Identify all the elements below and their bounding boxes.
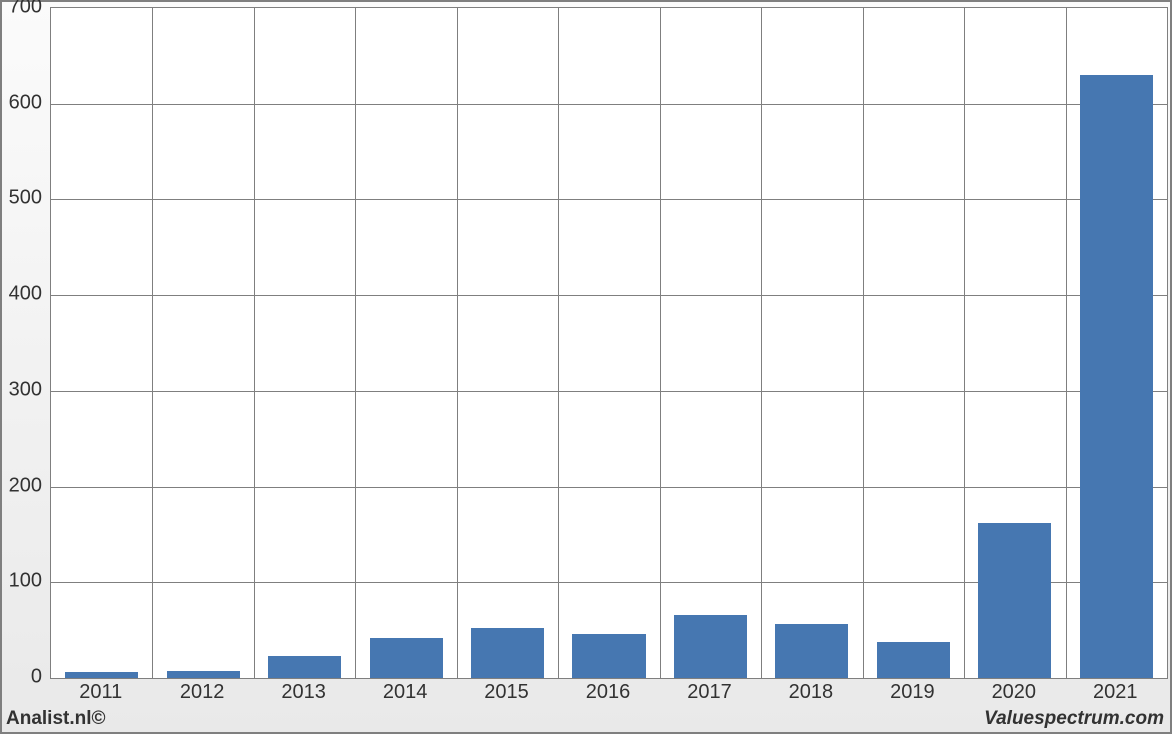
x-tick-label: 2015: [484, 681, 529, 704]
y-tick-label: 400: [2, 283, 42, 306]
x-tick-label: 2016: [586, 681, 631, 704]
bar: [775, 624, 848, 678]
bar: [471, 628, 544, 678]
gridline-vertical: [863, 8, 864, 678]
gridline-horizontal: [51, 391, 1167, 392]
y-tick-label: 0: [2, 666, 42, 689]
gridline-vertical: [964, 8, 965, 678]
plot-area: [50, 7, 1168, 679]
bar: [572, 634, 645, 678]
gridline-vertical: [457, 8, 458, 678]
y-tick-label: 600: [2, 91, 42, 114]
gridline-vertical: [761, 8, 762, 678]
bar: [268, 656, 341, 678]
x-tick-label: 2018: [789, 681, 834, 704]
bar: [978, 523, 1051, 678]
gridline-vertical: [558, 8, 559, 678]
gridline-horizontal: [51, 199, 1167, 200]
footer-left-text: Analist.nl©: [6, 708, 106, 730]
bar: [674, 615, 747, 678]
gridline-horizontal: [51, 104, 1167, 105]
x-tick-label: 2012: [180, 681, 225, 704]
gridline-horizontal: [51, 295, 1167, 296]
x-tick-label: 2013: [281, 681, 326, 704]
y-tick-label: 500: [2, 187, 42, 210]
x-tick-label: 2020: [992, 681, 1037, 704]
bar: [370, 638, 443, 678]
x-tick-label: 2011: [79, 681, 122, 704]
x-tick-label: 2017: [687, 681, 732, 704]
gridline-horizontal: [51, 487, 1167, 488]
bar: [65, 672, 138, 678]
gridline-vertical: [152, 8, 153, 678]
gridline-vertical: [1066, 8, 1067, 678]
x-tick-label: 2021: [1093, 681, 1138, 704]
x-tick-label: 2019: [890, 681, 935, 704]
gridline-vertical: [660, 8, 661, 678]
x-tick-label: 2014: [383, 681, 428, 704]
bar: [167, 671, 240, 678]
y-tick-label: 300: [2, 378, 42, 401]
chart-frame: 0 100 200 300 400 500 600 700 2011 2012 2013 2014 2…: [0, 0, 1172, 734]
y-tick-label: 700: [2, 0, 42, 19]
footer-right-text: Valuespectrum.com: [984, 708, 1164, 730]
y-tick-label: 200: [2, 474, 42, 497]
bar: [1080, 75, 1153, 678]
bar: [877, 642, 950, 678]
gridline-vertical: [355, 8, 356, 678]
y-tick-label: 100: [2, 570, 42, 593]
gridline-vertical: [254, 8, 255, 678]
